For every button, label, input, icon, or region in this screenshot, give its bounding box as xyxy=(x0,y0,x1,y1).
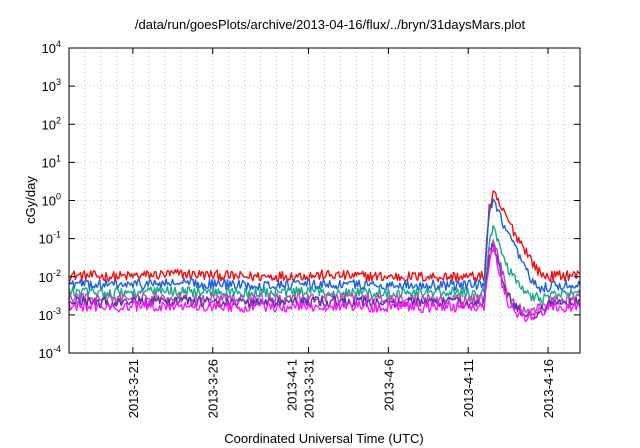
x-tick-label: 2013-3-31 xyxy=(302,359,317,418)
series-line xyxy=(68,245,581,322)
series-line xyxy=(68,224,581,304)
y-tick-label-exponent: 0 xyxy=(56,192,61,202)
y-tick-label: 10-3 xyxy=(39,306,61,323)
y-tick-label: 101 xyxy=(42,153,61,170)
y-tick-label-exponent: -4 xyxy=(53,344,61,354)
y-tick-label: 104 xyxy=(42,39,61,56)
x-tick-label: 2013-3-26 xyxy=(206,359,221,418)
y-tick-label-base: 10 xyxy=(42,194,56,209)
series-line xyxy=(68,198,581,294)
y-tick-label-exponent: 4 xyxy=(56,39,61,49)
x-tick-label: 2013-4-1 xyxy=(285,359,300,411)
y-tick-label: 102 xyxy=(42,115,61,132)
grid xyxy=(68,48,581,353)
y-tick-label-base: 10 xyxy=(39,308,53,323)
y-tick-label-base: 10 xyxy=(42,79,56,94)
y-tick-label-exponent: 3 xyxy=(56,77,61,87)
y-tick-label-base: 10 xyxy=(42,155,56,170)
x-tick-label: 2013-3-21 xyxy=(126,359,141,418)
y-tick-label: 10-1 xyxy=(39,230,61,247)
x-tick-label: 2013-4-6 xyxy=(381,359,396,411)
series-group xyxy=(68,190,581,322)
x-tick-label: 2013-4-11 xyxy=(461,359,476,417)
y-tick-label-base: 10 xyxy=(42,41,56,56)
y-tick-label-base: 10 xyxy=(39,232,53,247)
y-tick-label: 10-4 xyxy=(39,344,61,361)
y-tick-label-exponent: -1 xyxy=(53,230,61,240)
y-tick-label: 10-2 xyxy=(39,268,61,285)
y-tick-label: 103 xyxy=(42,77,61,94)
series-line xyxy=(68,190,581,283)
y-tick-label-exponent: 2 xyxy=(56,115,61,125)
y-tick-label-exponent: -3 xyxy=(53,306,61,316)
y-tick-label-base: 10 xyxy=(42,117,56,132)
y-tick-label: 100 xyxy=(42,192,61,209)
chart-title: /data/run/goesPlots/archive/2013-04-16/f… xyxy=(135,17,526,32)
y-tick-label-exponent: -2 xyxy=(53,268,61,278)
y-tick-label-base: 10 xyxy=(39,270,53,285)
y-tick-label-exponent: 1 xyxy=(56,153,61,163)
y-axis-label: cGy/day xyxy=(23,176,38,224)
ticks: 10410310210110010-110-210-310-42013-3-21… xyxy=(39,39,580,418)
y-tick-label-base: 10 xyxy=(39,346,53,361)
x-tick-label: 2013-4-16 xyxy=(541,359,556,418)
x-axis-label: Coordinated Universal Time (UTC) xyxy=(224,431,423,446)
